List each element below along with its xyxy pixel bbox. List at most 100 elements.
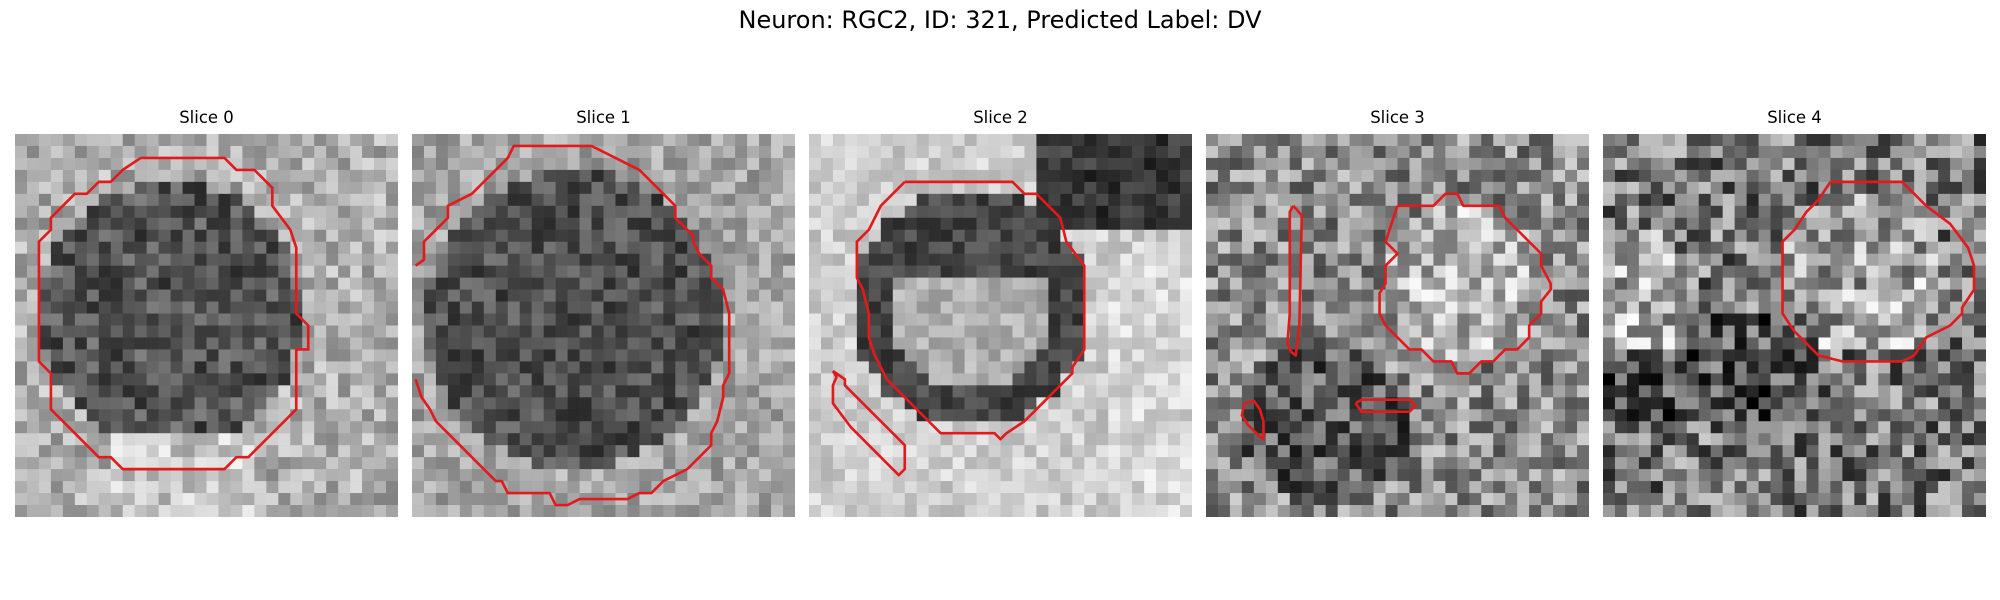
slice-pixel — [447, 205, 461, 219]
slice-pixel — [1926, 409, 1939, 422]
slice-pixel — [1012, 349, 1025, 362]
slice-pixel — [1806, 277, 1819, 290]
slice-pixel — [1710, 325, 1723, 338]
slice-pixel — [1770, 373, 1783, 386]
slice-pixel — [74, 217, 88, 230]
slice-pixel — [1662, 157, 1676, 171]
slice-pixel — [591, 373, 604, 386]
slice-pixel — [74, 277, 88, 290]
slice-pixel — [362, 181, 375, 195]
slice-pixel — [1120, 241, 1133, 254]
slice-pixel — [627, 277, 640, 290]
slice-pixel — [1024, 313, 1037, 326]
slice-pixel — [1096, 433, 1109, 446]
slice-pixel — [1469, 325, 1482, 338]
slice-pixel — [1168, 493, 1181, 506]
slice-pixel — [1445, 493, 1458, 506]
slice-pixel — [1553, 277, 1566, 290]
slice-pixel — [495, 217, 508, 230]
slice-pixel — [1289, 433, 1302, 446]
slice-pixel — [1445, 145, 1458, 159]
slice-pixel — [1746, 349, 1759, 362]
slice-pixel — [615, 217, 628, 230]
slice-pixel — [1770, 253, 1783, 266]
slice-pixel — [1036, 301, 1049, 314]
slice-pixel — [1000, 301, 1013, 314]
slice-pixel — [194, 397, 207, 410]
slice-pixel — [1794, 265, 1807, 278]
slice-pixel — [266, 289, 279, 302]
slice-pixel — [459, 277, 473, 290]
slice-pixel — [699, 181, 712, 195]
slice-pixel — [1962, 313, 1975, 326]
slice-pixel — [651, 469, 664, 482]
slice-pixel — [820, 229, 834, 242]
slice-pixel — [1241, 445, 1255, 458]
slice-pixel — [1156, 169, 1169, 183]
slice-pixel — [1806, 205, 1819, 219]
slice-pixel — [1048, 277, 1061, 290]
slice-pixel — [507, 325, 520, 338]
slice-pixel — [1206, 193, 1219, 207]
slice-pixel — [1325, 373, 1338, 386]
slice-pixel — [1938, 289, 1951, 302]
slice-pixel — [1457, 325, 1470, 338]
slice-pixel — [1229, 217, 1243, 230]
slice-pixel — [1301, 205, 1314, 219]
slice-pixel — [783, 229, 795, 242]
slice-pixel — [62, 337, 76, 350]
slice-pixel — [1206, 409, 1219, 422]
slice-pixel — [651, 313, 664, 326]
slice-pixel — [38, 433, 52, 446]
slice-pixel — [314, 385, 327, 398]
slice-pixel — [170, 481, 183, 494]
slice-pixel — [1012, 157, 1025, 171]
slice-pixel — [747, 481, 760, 494]
slice-pixel — [904, 445, 917, 458]
slice-pixel — [976, 134, 989, 147]
slice-pixel — [254, 193, 267, 207]
contour-3-bar — [1354, 398, 1417, 413]
slice-pixel — [1445, 134, 1458, 147]
slice-pixel — [567, 289, 580, 302]
slice-pixel — [194, 409, 207, 422]
slice-pixel — [423, 373, 437, 386]
slice-pixel — [326, 445, 339, 458]
slice-pixel — [1206, 493, 1219, 506]
slice-pixel — [350, 169, 363, 183]
slice-pixel — [615, 134, 628, 147]
slice-pixel — [495, 361, 508, 374]
slice-pixel — [1168, 134, 1181, 147]
slice-pixel — [1722, 337, 1735, 350]
slice-pixel — [820, 289, 834, 302]
slice-pixel — [1577, 361, 1589, 374]
slice-pixel — [1253, 181, 1267, 195]
slice-pixel — [1301, 409, 1314, 422]
slice-pixel — [350, 157, 363, 171]
slice-pixel — [1349, 361, 1362, 374]
slice-pixel — [1890, 349, 1903, 362]
slice-pixel — [519, 505, 532, 517]
slice-pixel — [1132, 385, 1145, 398]
slice-pixel — [1818, 134, 1831, 147]
slice-pixel — [940, 217, 953, 230]
slice-pixel — [1626, 134, 1640, 147]
slice-pixel — [964, 217, 977, 230]
slice-pixel — [711, 361, 724, 374]
slice-pixel — [603, 385, 616, 398]
slice-pixel — [507, 421, 520, 434]
slice-pixel — [1229, 469, 1243, 482]
slice-pixel — [591, 349, 604, 362]
slice-pixel — [1517, 385, 1530, 398]
slice-pixel — [1794, 397, 1807, 410]
slice-pixel — [1036, 145, 1049, 159]
slice-pixel — [1926, 301, 1939, 314]
slice-pixel — [747, 349, 760, 362]
slice-pixel — [459, 265, 473, 278]
slice-pixel — [206, 181, 219, 195]
slice-pixel — [182, 469, 195, 482]
slice-pixel — [86, 134, 100, 147]
slice-pixel — [892, 457, 905, 470]
slice-pixel — [1722, 145, 1735, 159]
slice-pixel — [134, 373, 147, 386]
